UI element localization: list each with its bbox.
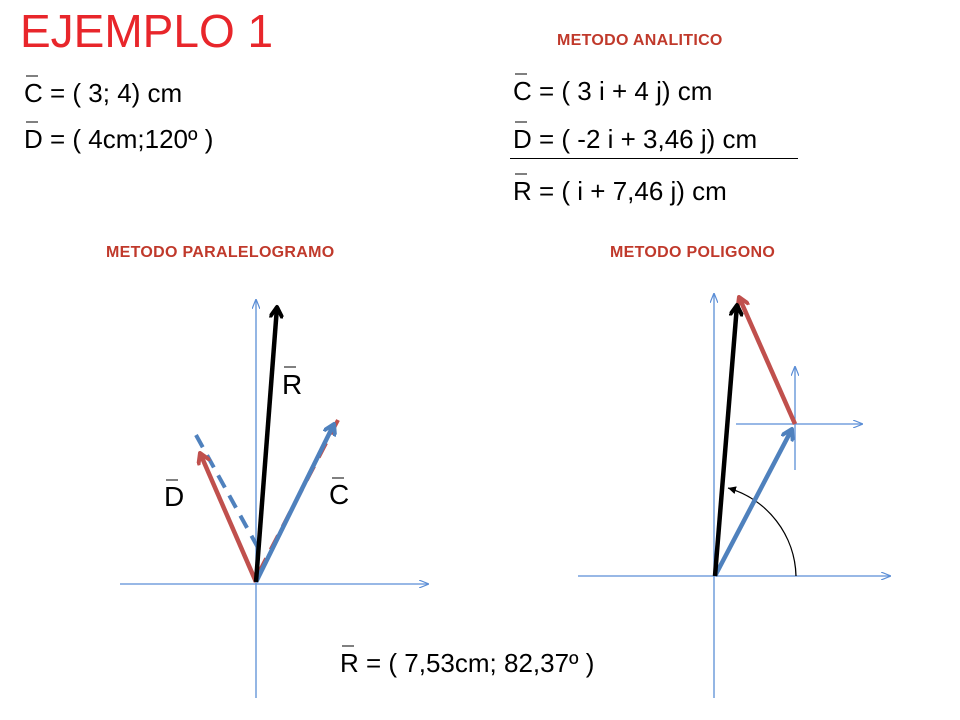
equation-overarrows: [26, 73, 527, 647]
given-d-equation: D = ( 4cm;120º ): [24, 124, 214, 154]
heading-analytic: METODO ANALITICO: [557, 32, 723, 49]
page-title: EJEMPLO 1: [20, 5, 274, 57]
dashed-c-translated: [194, 434, 264, 556]
vector-c-arrow: [253, 424, 334, 583]
label-c: C: [329, 479, 349, 510]
angle-arc-120: [727, 486, 797, 577]
label-d: D: [164, 481, 184, 512]
polygon-vector-c-arrow: [713, 429, 792, 578]
dashed-d-translated: [253, 419, 340, 581]
heading-polygon: METODO POLIGONO: [610, 244, 776, 261]
vector-r-arrow: [253, 307, 277, 583]
parallelogram-diagram: R D C: [120, 300, 428, 698]
given-c-equation: C = ( 3; 4) cm: [24, 78, 183, 108]
polygon-vector-d-arrow: [739, 297, 798, 425]
label-r: R: [282, 369, 302, 400]
analytic-r-equation: R = ( i + 7,46 j) cm: [513, 176, 727, 206]
polygon-vector-r-arrow: [712, 305, 737, 577]
analytic-d-equation: D = ( -2 i + 3,46 j) cm: [513, 124, 758, 154]
sum-divider-line: [510, 158, 798, 159]
result-equation: R = ( 7,53cm; 82,37º ): [340, 648, 595, 678]
vector-d-arrow: [200, 453, 259, 583]
polygon-diagram: [578, 294, 890, 698]
analytic-c-equation: C = ( 3 i + 4 j) cm: [513, 76, 713, 106]
heading-parallelogram: METODO PARALELOGRAMO: [106, 244, 335, 261]
